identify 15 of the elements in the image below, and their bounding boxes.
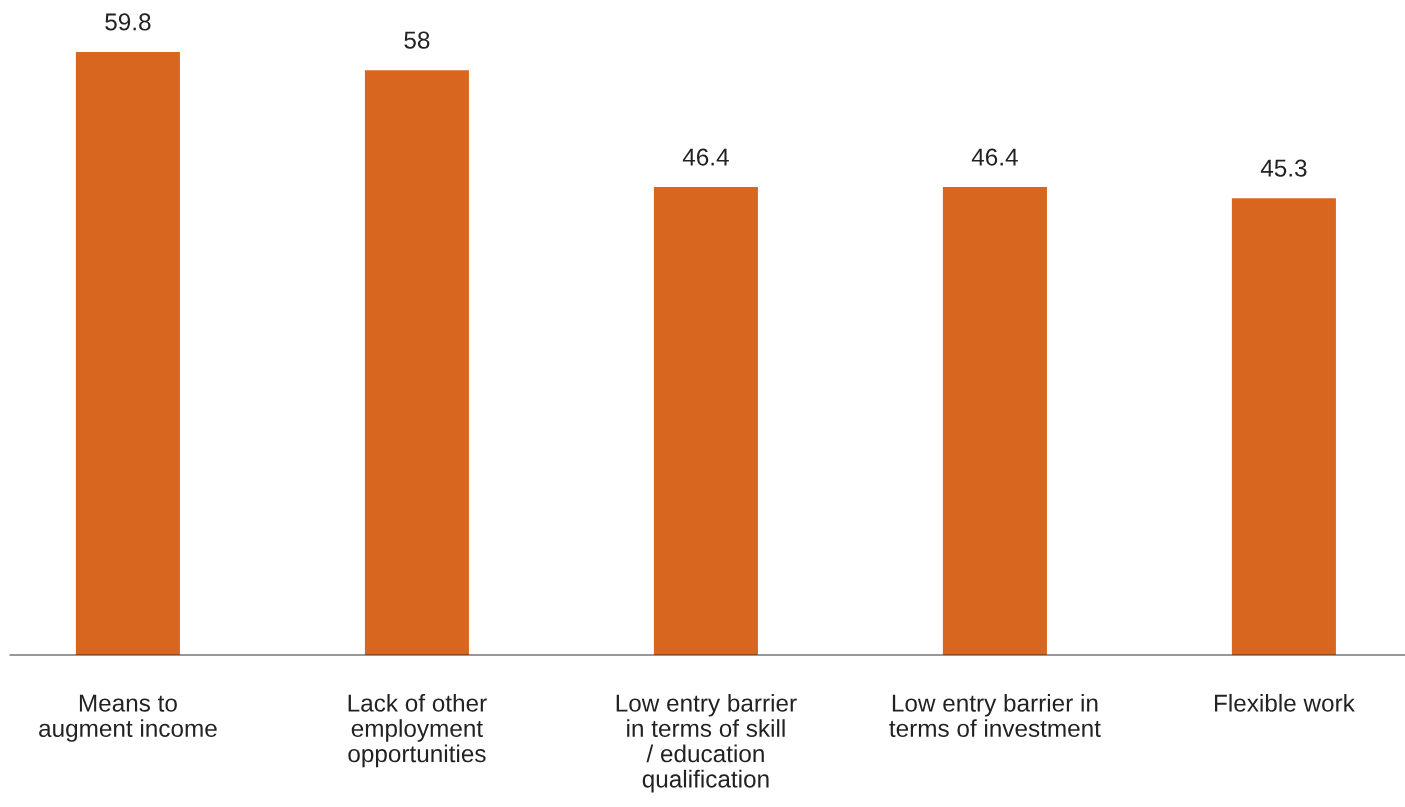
data-label: 45.3 (1260, 159, 1307, 177)
data-label: 59.8 (105, 13, 151, 31)
data-label: 46.4 (971, 148, 1018, 166)
bar (1231, 198, 1336, 655)
x-tick-label: Lack of other employment opportunities (348, 693, 487, 768)
bar (364, 70, 469, 655)
data-label: 46.4 (682, 148, 729, 166)
data-label: 58 (404, 31, 430, 49)
x-tick-label: Low entry barrier in terms of skill / education qualification (616, 693, 797, 793)
bar (653, 187, 758, 655)
x-tick-label: Means to augment income (39, 694, 217, 742)
x-tick-label: Flexible work (1215, 693, 1355, 712)
bar (75, 52, 180, 655)
bar (942, 187, 1047, 655)
x-tick-label: Low entry barrier in terms of investment (889, 693, 1101, 738)
